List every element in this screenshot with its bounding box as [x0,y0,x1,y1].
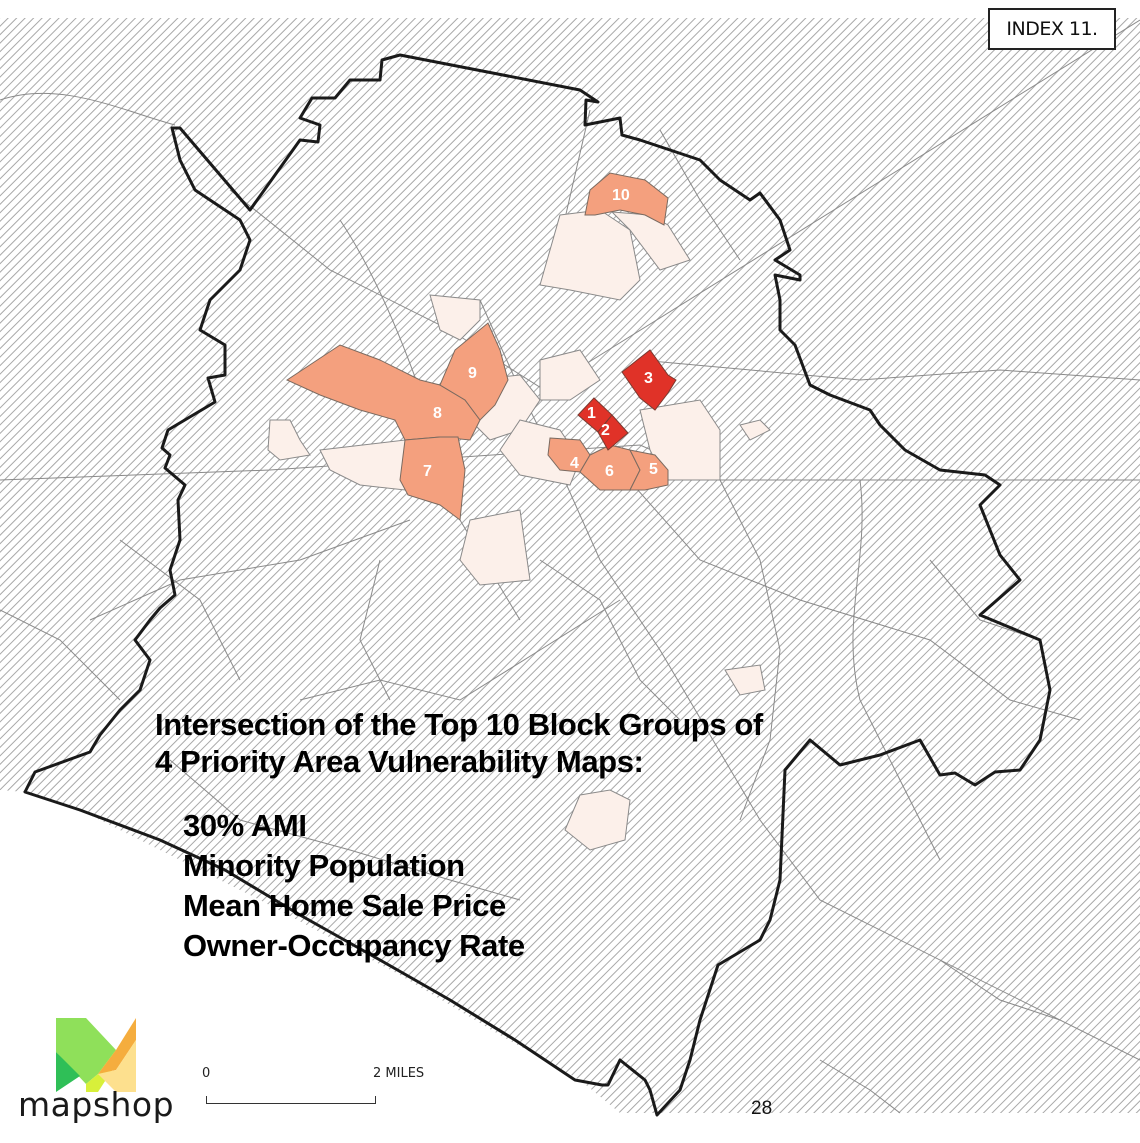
scale-end-label: 2 MILES [373,1066,425,1081]
block-group-7-shape [399,436,466,521]
label-block-group-2: 2 [601,422,610,439]
top-priority-block-groups [577,349,677,451]
mapshop-wordmark: mapshop [18,1085,175,1124]
index-label: INDEX 11. [988,8,1116,50]
block-group-8-shape [285,344,481,441]
label-block-group-1: 1 [587,405,596,422]
block-group-labels: 10 9 8 7 3 1 2 4 6 5 [423,187,658,480]
label-block-group-6: 6 [605,463,614,480]
block-group-9-shape [439,322,509,421]
criteria-item: Owner-Occupancy Rate [183,928,525,963]
label-block-group-8: 8 [433,405,442,422]
criteria-item: Minority Population [183,848,465,883]
map-title-line-2: 4 Priority Area Vulnerability Maps: [155,744,644,779]
label-block-group-3: 3 [644,370,653,387]
scale-bar: 0 2 MILES [200,1066,440,1116]
criteria-item: Mean Home Sale Price [183,888,506,923]
label-block-group-7: 7 [423,463,432,480]
label-block-group-4: 4 [570,455,579,472]
map-exterior-lower-left [0,790,620,1143]
label-block-group-9: 9 [468,365,477,382]
mid-priority-block-groups [285,172,669,521]
block-group-3-shape [621,349,677,411]
map-title: Intersection of the Top 10 Block Groups … [155,706,763,780]
hatched-region [0,18,1140,1113]
block-group-5-shape [629,449,669,491]
map-title-line-1: Intersection of the Top 10 Block Groups … [155,707,763,742]
block-group-10-shape [584,172,669,226]
scale-start-label: 0 [202,1066,211,1081]
page-number: 28 [751,1098,773,1119]
label-block-group-5: 5 [649,461,658,478]
block-group-2-shape [597,414,629,451]
scale-bar-line [206,1096,376,1104]
criteria-list: 30% AMI Minority Population Mean Home Sa… [183,806,525,966]
label-block-group-10: 10 [612,187,630,204]
criteria-item: 30% AMI [183,808,307,843]
mapshop-logo-icon [56,1018,136,1092]
city-boundary [23,53,1052,1117]
